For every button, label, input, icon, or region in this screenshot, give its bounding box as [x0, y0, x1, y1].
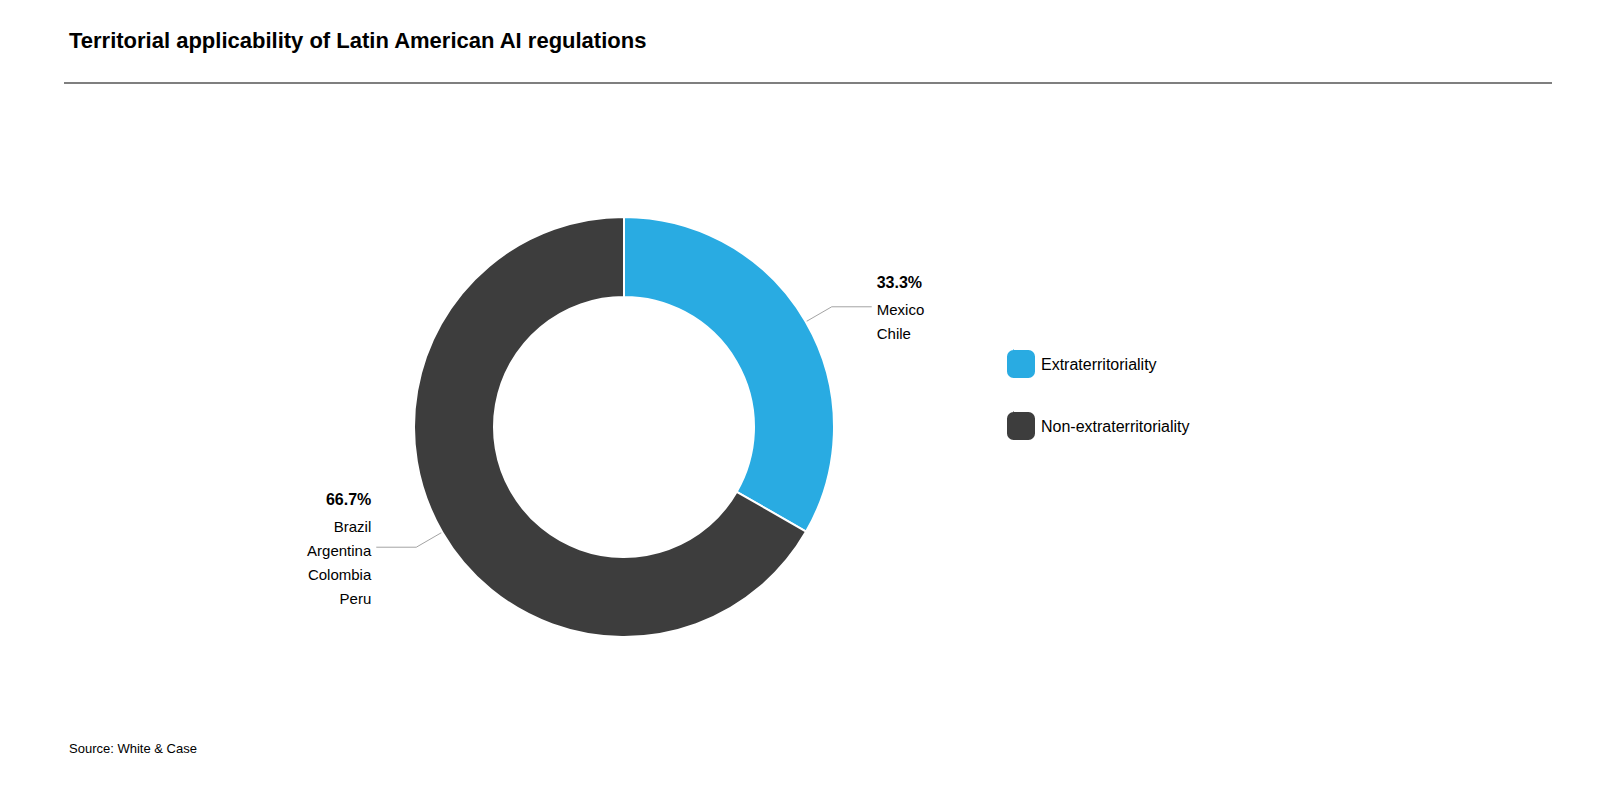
svg-text:Territorial applicability of L: Territorial applicability of Latin Ameri…	[69, 28, 646, 53]
svg-text:Mexico: Mexico	[877, 301, 925, 318]
svg-text:Colombia: Colombia	[308, 566, 372, 583]
svg-text:Argentina: Argentina	[307, 542, 372, 559]
svg-text:Non-extraterritoriality: Non-extraterritoriality	[1041, 418, 1189, 435]
svg-text:Extraterritoriality: Extraterritoriality	[1041, 356, 1157, 373]
svg-text:Peru: Peru	[340, 590, 372, 607]
svg-text:Chile: Chile	[877, 325, 911, 342]
svg-text:Source: White & Case: Source: White & Case	[69, 741, 197, 756]
svg-text:33.3%: 33.3%	[877, 274, 922, 291]
svg-text:66.7%: 66.7%	[326, 491, 371, 508]
svg-text:Brazil: Brazil	[334, 518, 372, 535]
